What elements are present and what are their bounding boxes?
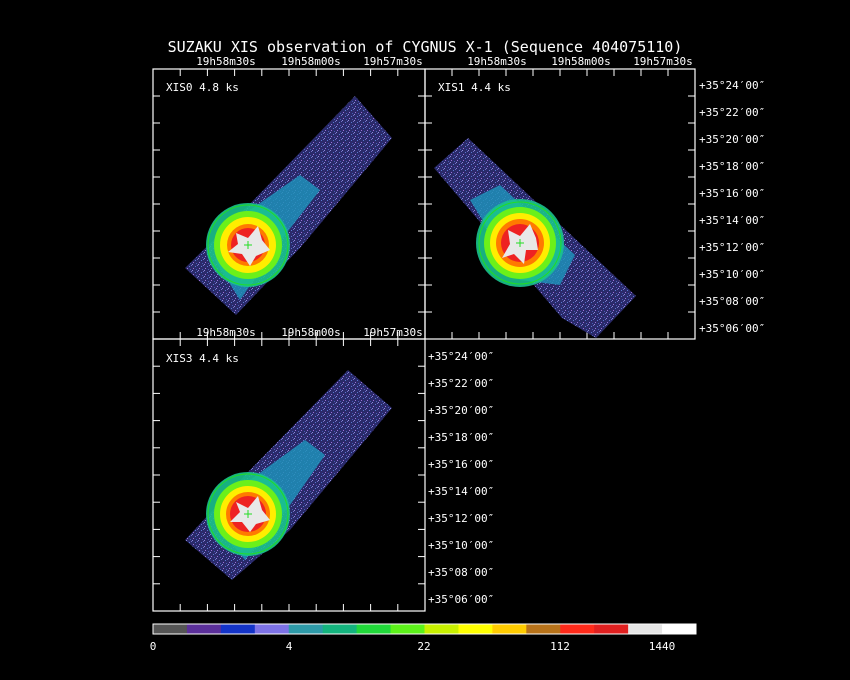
xis1-source-circle (478, 201, 562, 285)
xis3-ra-tick-label: 19h58m00s (281, 326, 341, 339)
colorbar-segment (390, 624, 425, 634)
colorbar-segment (662, 624, 697, 634)
xis3-ra-tick-label: 19h58m30s (196, 326, 256, 339)
xis1-dec-tick-label: +35°12′00″ (699, 241, 765, 254)
xis3-dec-tick-label: +35°16′00″ (428, 458, 494, 471)
xis1-ra-tick-label: 19h57m30s (633, 55, 693, 68)
xis1-dec-tick-label: +35°06′00″ (699, 322, 765, 335)
xis3-dec-tick-label: +35°08′00″ (428, 566, 494, 579)
colorbar-label: 22 (417, 640, 430, 653)
colorbar-segment (458, 624, 493, 634)
xis3-dec-tick-label: +35°18′00″ (428, 431, 494, 444)
xis0-ra-tick-label: 19h58m00s (281, 55, 341, 68)
colorbar-segment (424, 624, 459, 634)
colorbar-labels: 0 4 22 112 1440 (150, 640, 676, 653)
xis3-label: XIS3 4.4 ks (166, 352, 239, 365)
xis1-dec-tick-label: +35°10′00″ (699, 268, 765, 281)
colorbar-frame (152, 623, 697, 635)
xis1-dec-tick-label: +35°18′00″ (699, 160, 765, 173)
xis1-dec-tick-label: +35°16′00″ (699, 187, 765, 200)
xis1-dec-labels: +35°24′00″ +35°22′00″ +35°20′00″ +35°18′… (699, 79, 765, 335)
colorbar-segment (526, 624, 561, 634)
xis3-dec-tick-label: +35°06′00″ (428, 593, 494, 606)
xis0-ra-tick-label: 19h58m30s (196, 55, 256, 68)
xis0-ra-tick-label: 19h57m30s (363, 55, 423, 68)
xis3-source-cross (244, 510, 252, 518)
colorbar-segment (594, 624, 629, 634)
colorbar-segment (220, 624, 256, 634)
xis0-source-circle (207, 204, 289, 286)
colorbar-segment (560, 624, 595, 634)
tick-marks (153, 69, 695, 611)
xis3-dec-tick-label: +35°24′00″ (428, 350, 494, 363)
xis3-dec-tick-label: +35°10′00″ (428, 539, 494, 552)
colorbar-segment (254, 624, 290, 634)
xis0-core (228, 226, 270, 266)
xis1-source-cross (516, 239, 524, 247)
colorbar-segment (628, 624, 663, 634)
colorbar-segment (153, 624, 188, 634)
colorbar-label: 1440 (649, 640, 676, 653)
colorbar (153, 624, 697, 634)
xis0-label: XIS0 4.8 ks (166, 81, 239, 94)
xis1-dec-tick-label: +35°24′00″ (699, 79, 765, 92)
xis3-ra-tick-label: 19h57m30s (363, 326, 423, 339)
xis3-dec-tick-label: +35°22′00″ (428, 377, 494, 390)
colorbar-segment (288, 624, 324, 634)
xis1-dec-tick-label: +35°22′00″ (699, 106, 765, 119)
xis0-image (185, 96, 392, 315)
colorbar-segment (322, 624, 358, 634)
xis1-ra-tick-label: 19h58m00s (551, 55, 611, 68)
colorbar-segment (186, 624, 222, 634)
xis1-label: XIS1 4.4 ks (438, 81, 511, 94)
xis3-dec-tick-label: +35°20′00″ (428, 404, 494, 417)
xis0-source-cross (244, 241, 252, 249)
xis3-image (185, 370, 392, 580)
colorbar-segment (492, 624, 527, 634)
xis3-dec-tick-label: +35°14′00″ (428, 485, 494, 498)
colorbar-label: 4 (286, 640, 293, 653)
xis1-ra-labels: 19h58m30s 19h58m00s 19h57m30s (467, 55, 693, 68)
xis1-dec-tick-label: +35°08′00″ (699, 295, 765, 308)
xis3-source-circle (207, 473, 289, 555)
colorbar-label: 112 (550, 640, 570, 653)
xis3-ra-labels: 19h58m30s 19h58m00s 19h57m30s (196, 326, 423, 339)
xis0-ra-labels: 19h58m30s 19h58m00s 19h57m30s (196, 55, 423, 68)
figure-title: SUZAKU XIS observation of CYGNUS X-1 (Se… (168, 38, 683, 56)
colorbar-label: 0 (150, 640, 157, 653)
xis1-dec-tick-label: +35°20′00″ (699, 133, 765, 146)
xis1-image (434, 138, 636, 338)
xis3-dec-labels: +35°24′00″ +35°22′00″ +35°20′00″ +35°18′… (428, 350, 494, 606)
xis1-dec-tick-label: +35°14′00″ (699, 214, 765, 227)
xis1-ra-tick-label: 19h58m30s (467, 55, 527, 68)
xis3-dec-tick-label: +35°12′00″ (428, 512, 494, 525)
colorbar-segment (356, 624, 392, 634)
